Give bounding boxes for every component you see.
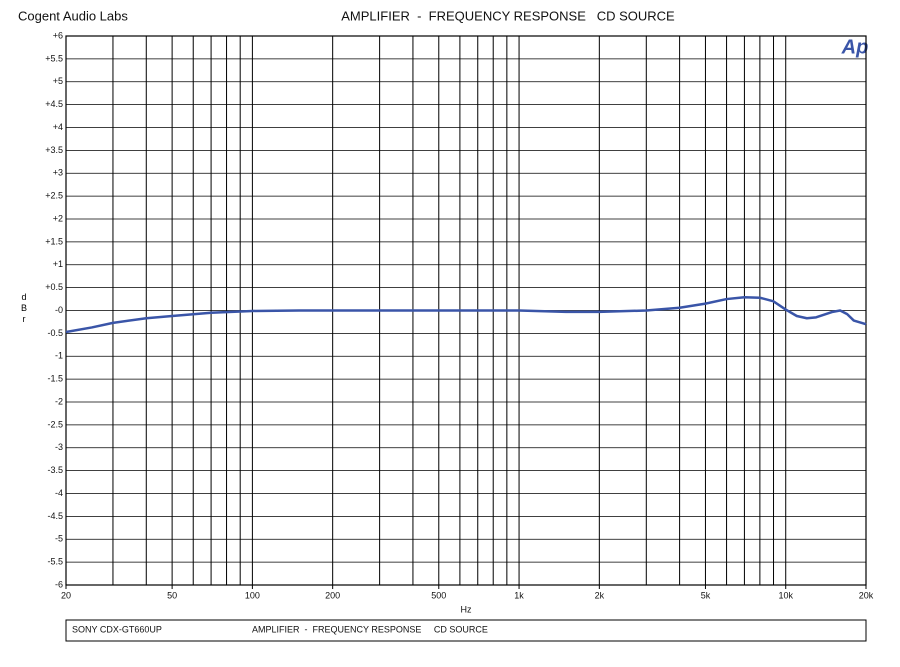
x-tick-label: 20k [859, 590, 874, 600]
footer-left: SONY CDX-GT660UP [72, 624, 162, 634]
y-tick-label: +3 [53, 168, 63, 178]
logo: Ap [841, 36, 869, 58]
chart-title: AMPLIFIER - FREQUENCY RESPONSE CD SOURCE [341, 8, 675, 23]
y-tick-label: -0 [55, 305, 63, 315]
x-tick-label: 2k [595, 590, 605, 600]
plot-frame [65, 35, 867, 586]
y-tick-label: -5 [55, 534, 63, 544]
y-tick-label: -6 [55, 579, 63, 589]
x-tick-label: 20 [61, 590, 71, 600]
footer-box [65, 619, 867, 642]
x-axis-label: Hz [461, 604, 472, 614]
y-tick-label: +4.5 [45, 99, 63, 109]
y-tick-label: +2 [53, 213, 63, 223]
y-tick-label: -2 [55, 396, 63, 406]
y-tick-label: -3.5 [47, 465, 63, 475]
y-tick-label: +5.5 [45, 53, 63, 63]
y-axis-label: dBr [20, 292, 27, 324]
x-tick-label: 50 [167, 590, 177, 600]
y-tick-label: +2.5 [45, 191, 63, 201]
y-tick-label: -3 [55, 442, 63, 452]
x-tick-label: 100 [245, 590, 260, 600]
y-tick-label: +0.5 [45, 282, 63, 292]
y-tick-label: +5 [53, 76, 63, 86]
x-tick-label: 10k [778, 590, 793, 600]
y-tick-label: -5.5 [47, 557, 63, 567]
x-tick-label: 200 [325, 590, 340, 600]
x-tick-label: 500 [431, 590, 446, 600]
y-tick-label: -1 [55, 351, 63, 361]
y-tick-label: -4.5 [47, 511, 63, 521]
footer-right: AMPLIFIER - FREQUENCY RESPONSE CD SOURCE [252, 624, 488, 634]
y-tick-label: +1 [53, 259, 63, 269]
x-tick-label: 5k [701, 590, 711, 600]
y-tick-label: +3.5 [45, 145, 63, 155]
series-line [65, 295, 867, 334]
y-tick-label: -1.5 [47, 374, 63, 384]
brand: Cogent Audio Labs [18, 8, 128, 23]
y-tick-label: +6 [53, 30, 63, 40]
y-tick-label: -2.5 [47, 419, 63, 429]
y-tick-label: -0.5 [47, 328, 63, 338]
y-tick-label: -4 [55, 488, 63, 498]
x-tick-label: 1k [514, 590, 524, 600]
y-tick-label: +1.5 [45, 236, 63, 246]
y-tick-label: +4 [53, 122, 63, 132]
